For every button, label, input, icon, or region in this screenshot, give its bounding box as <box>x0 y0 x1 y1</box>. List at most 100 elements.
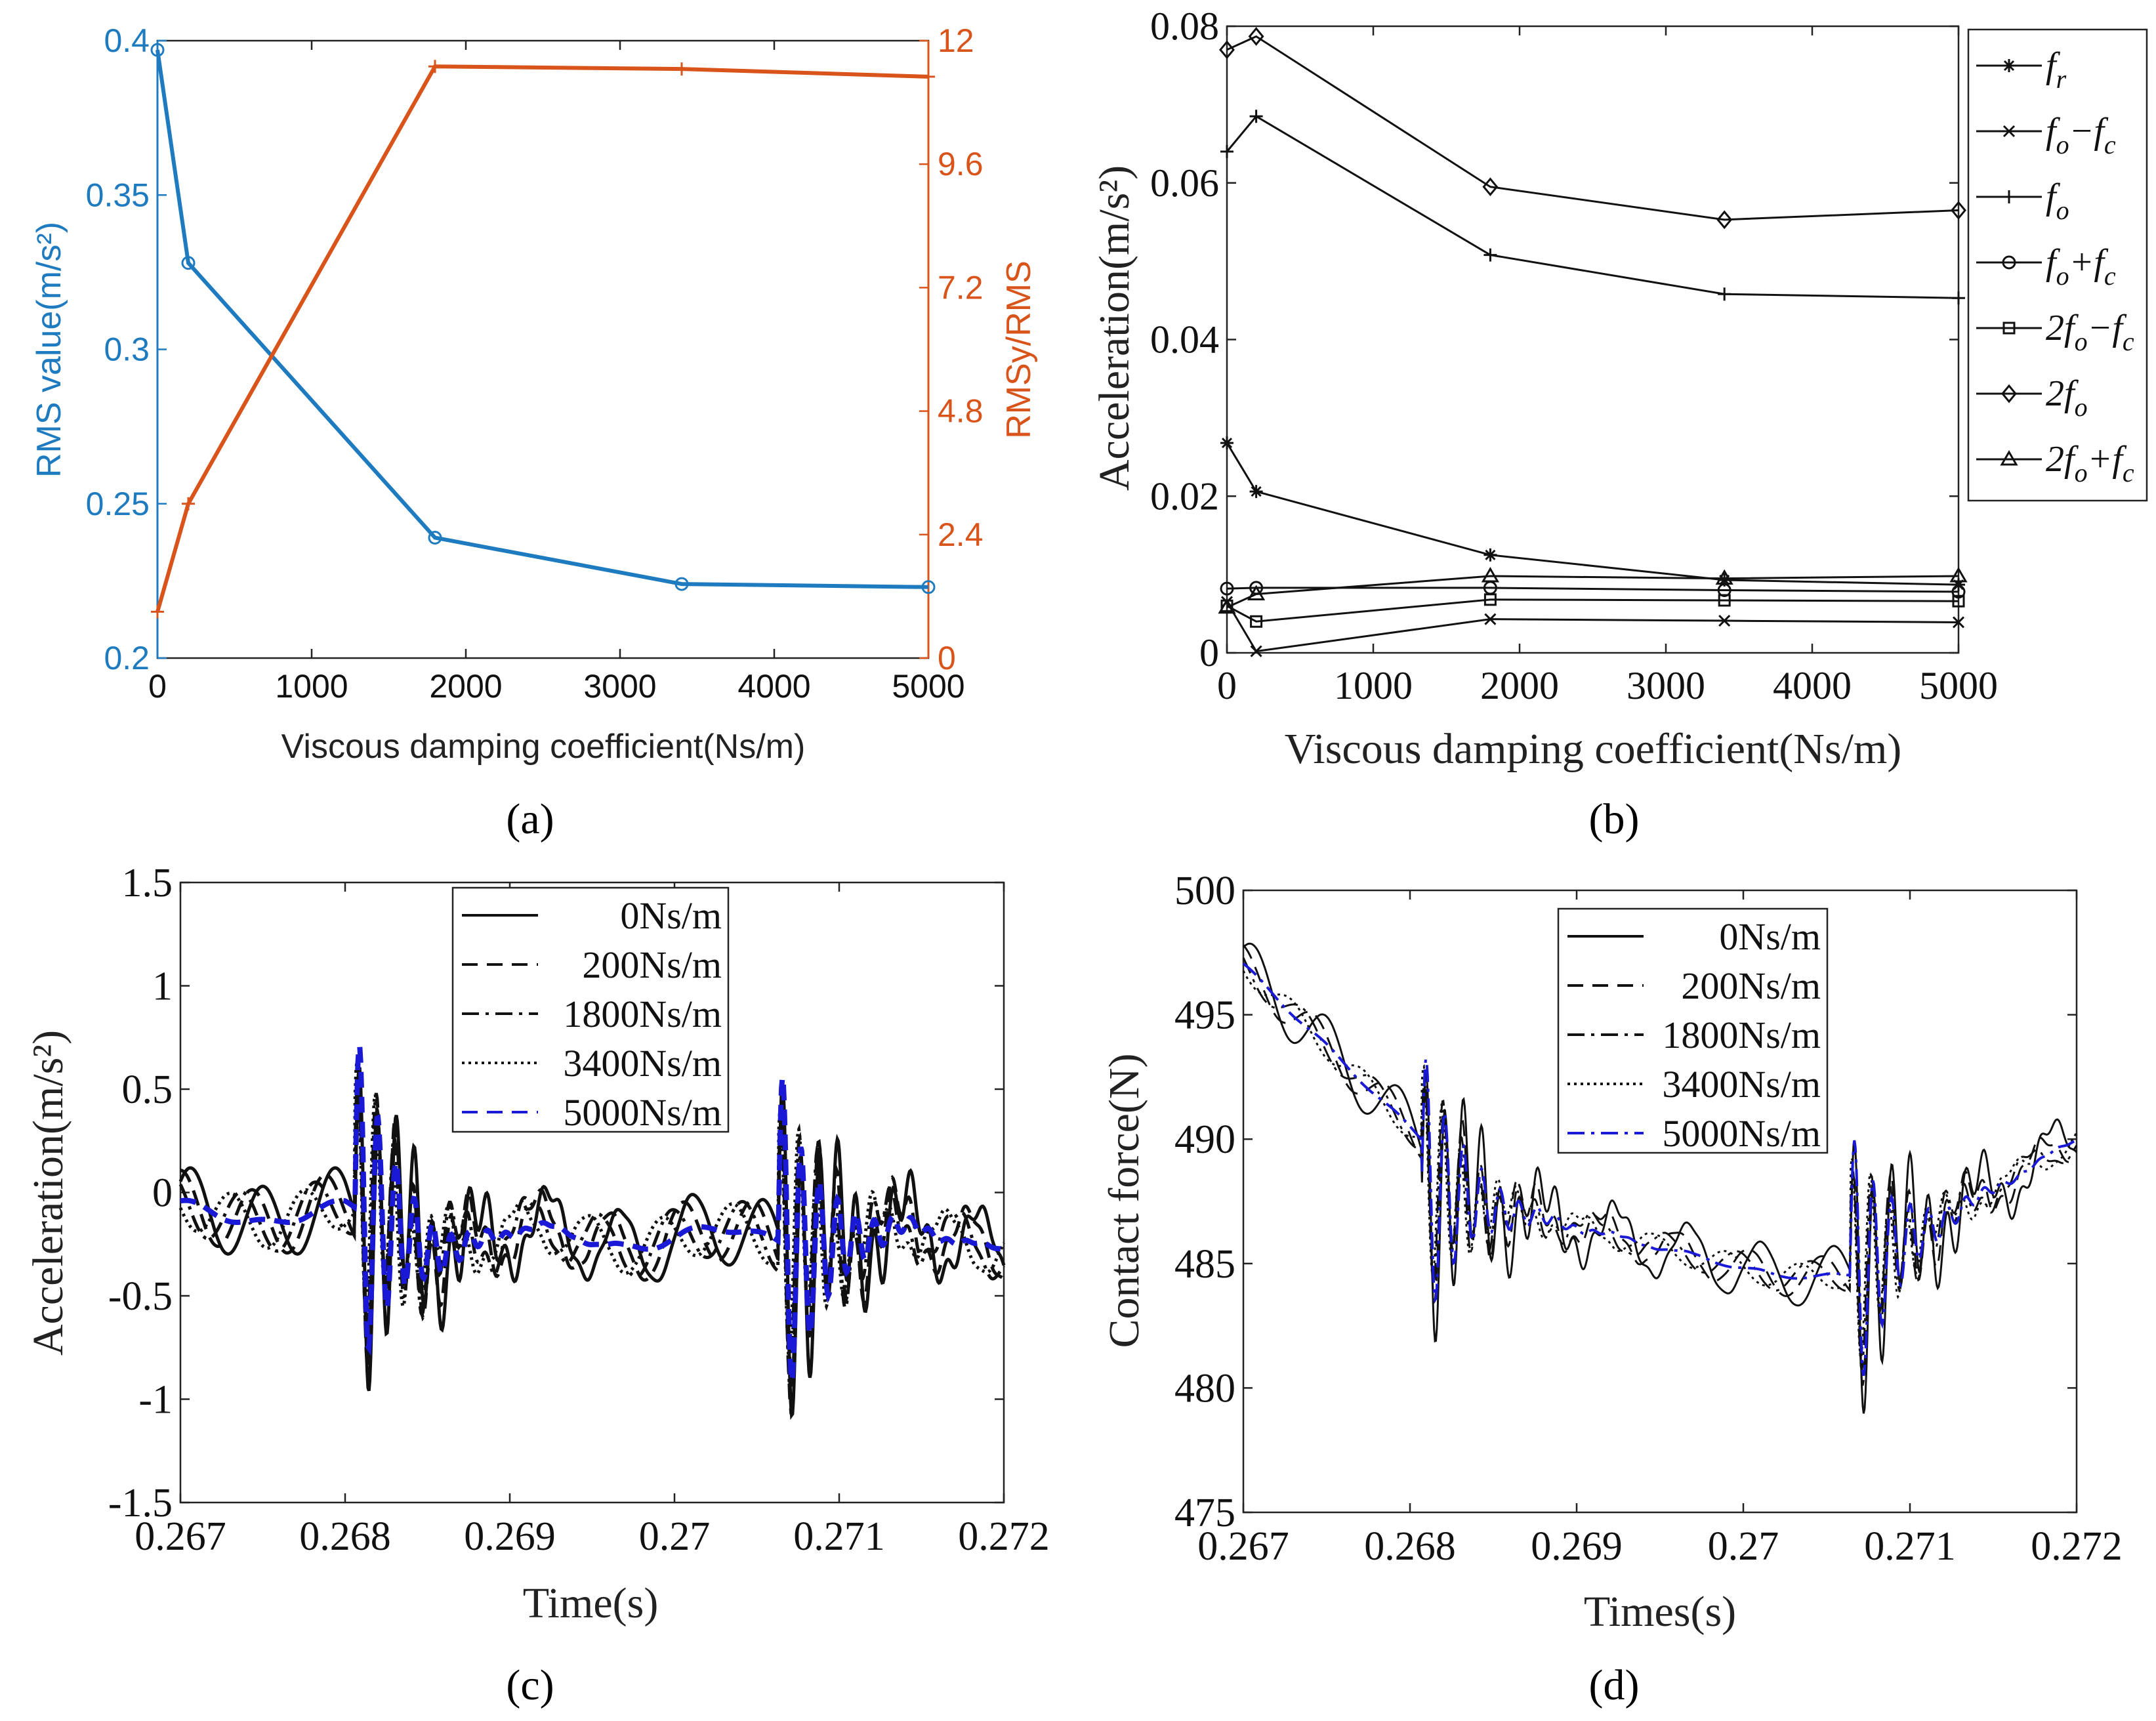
x-tick-label: 0.269 <box>464 1514 556 1559</box>
x-tick-label: 5000 <box>1919 664 1998 707</box>
x-tick-label: 0.272 <box>958 1514 1050 1559</box>
legend-box <box>1557 907 1829 1154</box>
y-tick-label-right: 0 <box>938 640 956 676</box>
chart-b: 0 1000 2000 3000 4000 5000 0 0.02 0.04 0.06 0.08 Vi… <box>1090 5 2148 773</box>
x-tick-label: 4000 <box>1773 664 1852 707</box>
data-point <box>1715 569 1733 585</box>
x-tick-label: 0.268 <box>1364 1524 1456 1569</box>
legend: 0Ns/m 200Ns/m 1800Ns/m 3400Ns/m 5000Ns/m <box>451 886 730 1134</box>
x-tick-label: 5000 <box>892 668 964 705</box>
x-tick-label: 0.269 <box>1531 1524 1623 1569</box>
series-line-2f_o-f_c <box>1226 598 1959 623</box>
data-point <box>1949 567 1968 583</box>
data-point <box>150 43 165 57</box>
series-line-2f_o <box>1226 35 1959 221</box>
data-point <box>151 605 164 619</box>
chart-c: 0.267 0.268 0.269 0.27 0.271 0.272 -1.5 -1 -0.5 0… <box>24 861 1050 1627</box>
y-tick-label: 0.06 <box>1150 161 1219 205</box>
data-point <box>1249 485 1263 499</box>
x-tick-label: 1000 <box>1334 664 1413 707</box>
data-point <box>1718 594 1731 607</box>
y-tick-label-left: 0.35 <box>86 176 150 213</box>
data-point <box>1250 615 1263 628</box>
data-point <box>1718 614 1731 627</box>
plot-area-frame <box>156 39 930 659</box>
legend-marker <box>2002 125 2016 138</box>
legend-label: 200Ns/m <box>1681 964 1821 1007</box>
legend-label: 200Ns/m <box>582 943 722 986</box>
x-tick-label: 0.27 <box>639 1514 711 1559</box>
chart-a: 0 1000 2000 3000 4000 5000 0.2 0.25 0.3 0.35 0.4 0 2… <box>30 22 1038 766</box>
y-tick-label: 480 <box>1174 1366 1235 1411</box>
x-tick-label: 0.271 <box>1864 1524 1956 1569</box>
legend-marker <box>2002 321 2016 335</box>
data-point <box>428 60 442 73</box>
legend-label: fo+fc <box>2046 242 2116 291</box>
data-point <box>675 62 688 76</box>
y-tick-label-left: 0.3 <box>104 331 150 368</box>
y-tick-label: 475 <box>1174 1491 1235 1535</box>
x-tick-label: 2000 <box>429 668 502 705</box>
series-line-5000ns-m <box>1242 962 2077 1377</box>
legend-label: 5000Ns/m <box>1662 1112 1821 1155</box>
y-tick-label: 0.5 <box>122 1068 173 1112</box>
y-tick-label: -0.5 <box>108 1274 173 1319</box>
x-tick-label: 2000 <box>1480 664 1559 707</box>
data-point <box>1483 593 1497 606</box>
data-point <box>1952 594 1965 608</box>
y-tick-label-right: 7.2 <box>938 269 984 306</box>
x-tick-label: 3000 <box>583 668 656 705</box>
data-point <box>922 70 935 83</box>
plot-area-frame <box>1242 889 2078 1514</box>
series-line-f_o-f_c <box>1226 587 1959 593</box>
x-tick-label: 0 <box>148 668 167 705</box>
x-tick-label: 3000 <box>1627 664 1705 707</box>
x-tick-label: 0.268 <box>299 1514 391 1559</box>
series-line-rms-value <box>155 49 929 589</box>
legend-label: 3400Ns/m <box>1662 1063 1821 1106</box>
legend-label: 0Ns/m <box>1719 915 1821 958</box>
y-tick-label: 500 <box>1174 869 1235 913</box>
data-point <box>1481 567 1500 583</box>
y-tick-label: 495 <box>1174 993 1235 1038</box>
data-point <box>1250 645 1262 657</box>
y-axis-label-left: RMS value(m/s²) <box>30 222 68 478</box>
data-point <box>1952 291 1965 305</box>
y-axis-label-right: RMSy/RMS <box>1000 260 1038 439</box>
series-line-f_o-f_c <box>1226 601 1959 653</box>
x-tick-label: 0 <box>1217 664 1237 707</box>
data-point <box>1220 436 1233 450</box>
x-axis-label: Viscous damping coefficient(Ns/m) <box>1285 725 1902 773</box>
data-point <box>1249 110 1263 123</box>
plot-area-frame <box>1226 25 1960 654</box>
x-tick-label: 0.27 <box>1708 1524 1779 1569</box>
y-tick-label-right: 9.6 <box>938 146 984 182</box>
x-tick-label: 0.267 <box>135 1514 226 1559</box>
panel-label-c: (c) <box>506 1661 554 1709</box>
legend-label: 1800Ns/m <box>563 993 722 1035</box>
x-axis-label: Time(s) <box>523 1579 659 1627</box>
data-point <box>182 497 195 510</box>
x-tick-label: 0.267 <box>1197 1524 1289 1569</box>
y-tick-label: 0 <box>152 1171 173 1216</box>
y-tick-label-right: 12 <box>938 22 974 59</box>
data-point <box>1951 585 1966 599</box>
legend-label: 2fo <box>2046 373 2088 422</box>
y-axis-label: Acceleration(m/s²) <box>1090 165 1138 491</box>
y-tick-label: 0 <box>1199 631 1219 674</box>
series-line-f_o <box>1226 115 1959 299</box>
data-point <box>1220 581 1234 596</box>
data-point <box>1248 27 1264 46</box>
data-point <box>1218 598 1236 614</box>
y-tick-label: 0.08 <box>1150 5 1219 48</box>
legend: 0Ns/m 200Ns/m 1800Ns/m 3400Ns/m 5000Ns/m <box>1557 907 1829 1155</box>
panel-label-d: (d) <box>1589 1661 1640 1709</box>
data-point <box>1718 287 1731 301</box>
y-tick-label-right: 4.8 <box>938 393 984 430</box>
y-tick-label: 1 <box>152 964 173 1009</box>
data-point <box>428 531 442 545</box>
data-point <box>1718 573 1731 587</box>
legend-label: 2fo+fc <box>2046 439 2134 487</box>
